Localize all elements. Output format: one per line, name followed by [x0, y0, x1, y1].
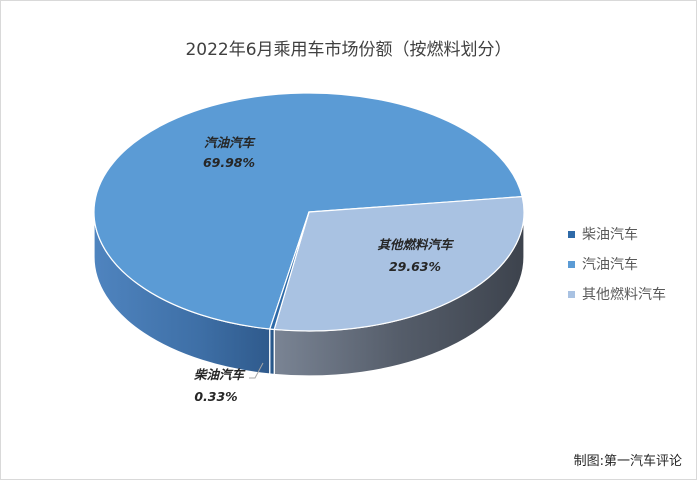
- slice-gasoline-top: [93, 92, 523, 330]
- slice-diesel-top: [269, 211, 310, 331]
- label-other-fuel-name: 其他燃料汽车: [377, 237, 455, 252]
- legend-label-other-fuel: 其他燃料汽车: [582, 287, 666, 303]
- source-note: 制图:第一汽车评论: [573, 454, 682, 469]
- label-gasoline-name: 汽油汽车: [204, 135, 257, 150]
- legend: 柴油汽车 汽油汽车 其他燃料汽车: [568, 219, 666, 309]
- legend-item-gasoline: 汽油汽车: [568, 249, 666, 279]
- legend-label-gasoline: 汽油汽车: [582, 257, 638, 273]
- chart-title: 2022年6月乘用车市场份额（按燃料划分）: [185, 40, 512, 60]
- legend-marker-diesel: [568, 230, 575, 238]
- slice-other-fuel-top: [273, 195, 525, 332]
- label-diesel-name: 柴油汽车: [194, 367, 247, 382]
- label-diesel-leader-line: [249, 362, 264, 379]
- slice-diesel-side: [269, 328, 275, 376]
- legend-label-diesel: 柴油汽车: [582, 227, 638, 243]
- legend-item-diesel: 柴油汽车: [568, 219, 666, 249]
- label-other-fuel-value: 29.63%: [389, 259, 441, 274]
- legend-marker-other-fuel: [568, 290, 575, 298]
- label-gasoline-value: 69.98%: [203, 155, 255, 170]
- legend-marker-gasoline: [568, 260, 575, 268]
- label-diesel-value: 0.33%: [194, 389, 237, 404]
- legend-item-other-fuel: 其他燃料汽车: [568, 279, 666, 309]
